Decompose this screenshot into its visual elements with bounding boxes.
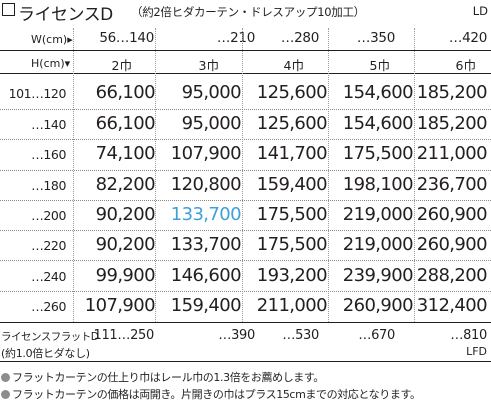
product-code: LD	[472, 4, 488, 18]
flat-product-code: LFD	[466, 345, 487, 358]
panel-count-4: 5巾	[369, 58, 390, 73]
row-height-label: 101…120	[8, 86, 67, 101]
title-row: ライセンスD （約2倍ヒダカーテン・ドレスアップ10加工） LD	[2, 1, 489, 25]
price-cell: 82,200	[95, 174, 156, 195]
price-cell: 107,900	[84, 295, 156, 316]
row-divider	[0, 200, 491, 201]
width-value-4: …350	[356, 30, 395, 46]
flat-width-value: 111…250	[93, 328, 154, 343]
panel-count-2: 3巾	[198, 58, 219, 73]
price-cell: 154,600	[342, 113, 414, 134]
price-cell: 141,700	[256, 143, 328, 164]
price-cell: 175,500	[256, 234, 328, 255]
row-height-label: …180	[31, 178, 66, 193]
price-cell: 159,400	[256, 174, 328, 195]
flat-product-label: ライセンスフラットD	[1, 331, 99, 343]
note-item: フラットカーテンの仕上り巾はレール巾の1.3倍をお薦めします。	[1, 369, 324, 385]
row-height-label: …140	[31, 117, 66, 132]
price-cell: 120,800	[170, 174, 242, 195]
row-divider	[0, 109, 491, 110]
price-cell: 175,500	[342, 143, 414, 164]
price-cell: 236,700	[416, 174, 488, 195]
row-height-label: …260	[31, 299, 66, 314]
price-cell: 154,600	[342, 82, 414, 103]
note-text: フラットカーテンの価格は両開き。片開きの巾はプラス15cmまでの対応となります。	[12, 388, 421, 401]
price-cell: 260,900	[416, 234, 488, 255]
price-cell: 125,600	[256, 113, 328, 134]
price-cell: 219,000	[342, 234, 414, 255]
width-value-3: …280	[280, 30, 319, 46]
price-cell: 74,100	[95, 143, 156, 164]
column-divider	[242, 28, 243, 322]
price-cell: 159,400	[170, 295, 242, 316]
flat-width-value: …390	[218, 328, 255, 343]
price-cell: 239,900	[342, 265, 414, 286]
bullet-icon	[1, 390, 10, 399]
header-top-rule	[0, 50, 491, 51]
price-cell: 175,500	[256, 204, 328, 225]
flat-section-rule	[0, 322, 491, 323]
price-cell: 95,000	[181, 113, 242, 134]
flat-product-note: (約1.0倍ヒダなし)	[1, 347, 90, 360]
width-value-5: …420	[448, 30, 487, 46]
row-height-label: …160	[31, 147, 66, 162]
price-cell: 211,000	[256, 295, 328, 316]
row-height-label: …220	[31, 238, 66, 253]
row-divider	[0, 230, 491, 231]
price-cell: 146,600	[170, 265, 242, 286]
row-divider	[0, 139, 491, 140]
row-height-label: …240	[31, 269, 66, 284]
table-bottom-rule	[0, 361, 491, 362]
column-divider	[328, 28, 329, 322]
column-divider	[414, 28, 415, 322]
price-cell: 312,400	[416, 295, 488, 316]
price-cell: 211,000	[416, 143, 488, 164]
width-value-2: …210	[216, 30, 255, 46]
note-text: フラットカーテンの仕上り巾はレール巾の1.3倍をお薦めします。	[12, 371, 324, 384]
highlighted-price-cell: 133,700	[170, 204, 242, 225]
flat-width-value: …530	[282, 328, 319, 343]
price-cell: 198,100	[342, 174, 414, 195]
price-cell: 90,200	[95, 204, 156, 225]
height-header-label: H(cm)▾	[31, 57, 71, 70]
product-title: ライセンスD	[18, 5, 113, 25]
width-value-1: 56…140	[99, 30, 154, 46]
price-cell: 90,200	[95, 234, 156, 255]
column-divider	[73, 28, 74, 322]
price-cell: 219,000	[342, 204, 414, 225]
row-divider	[0, 260, 491, 261]
flat-width-value: …670	[358, 328, 395, 343]
price-cell: 260,900	[342, 295, 414, 316]
width-header-label: W(cm)▸	[31, 33, 73, 46]
panel-count-5: 6巾	[455, 58, 476, 73]
price-cell: 107,900	[170, 143, 242, 164]
header-bottom-rule	[0, 73, 491, 74]
price-cell: 185,200	[416, 113, 488, 134]
price-cell: 99,900	[95, 265, 156, 286]
row-height-label: …200	[31, 208, 66, 223]
price-cell: 193,200	[256, 265, 328, 286]
checkbox-square-icon	[2, 3, 15, 16]
price-cell: 260,900	[416, 204, 488, 225]
price-cell: 133,700	[170, 234, 242, 255]
row-divider	[0, 170, 491, 171]
price-cell: 125,600	[256, 82, 328, 103]
panel-count-1: 2巾	[111, 58, 132, 73]
price-cell: 95,000	[181, 82, 242, 103]
flat-width-value: …810	[450, 328, 487, 343]
price-cell: 66,100	[95, 82, 156, 103]
note-item: フラットカーテンの価格は両開き。片開きの巾はプラス15cmまでの対応となります。	[1, 386, 421, 402]
bullet-icon	[1, 373, 10, 382]
price-cell: 66,100	[95, 113, 156, 134]
row-divider	[0, 291, 491, 292]
product-subtitle: （約2倍ヒダカーテン・ドレスアップ10加工）	[131, 5, 365, 19]
column-divider	[155, 28, 156, 322]
panel-count-3: 4巾	[283, 58, 304, 73]
price-cell: 185,200	[416, 82, 488, 103]
price-cell: 288,200	[416, 265, 488, 286]
